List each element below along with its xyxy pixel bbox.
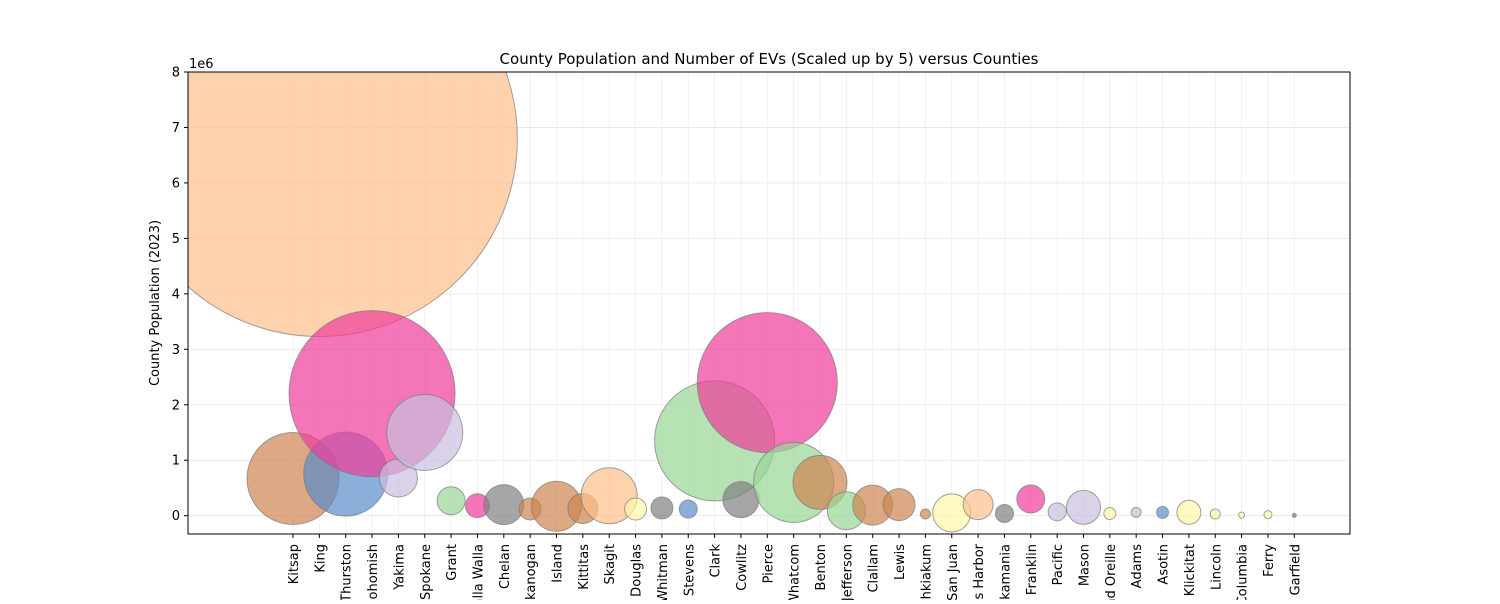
bubble-lincoln: [1209, 508, 1221, 520]
y-tick-label: 0: [172, 509, 180, 524]
bubble-grays-harbor: [962, 489, 994, 521]
bubble-garfield: [1291, 512, 1297, 518]
x-tick-label: Lewis: [893, 544, 908, 580]
y-axis-label: County Population (2023): [148, 220, 163, 386]
bubbles: [188, 72, 1297, 533]
x-tick-label: Island: [551, 544, 566, 583]
x-tick-label: Walla Walla: [471, 544, 486, 600]
x-tick-label: Garfield: [1288, 544, 1303, 595]
y-tick-label: 5: [172, 232, 180, 247]
x-tick-label: San Juan: [946, 544, 961, 600]
x-tick-label: Spokane: [419, 544, 434, 600]
x-tick-label: Wahkiakum: [919, 544, 934, 600]
x-tick-label: Whitman: [656, 544, 671, 600]
bubble-pierce: [696, 312, 838, 454]
bubble-klickitat: [1176, 499, 1202, 525]
x-tick-label: Jefferson: [840, 544, 855, 600]
y-offset-label: 1e6: [189, 57, 214, 72]
bubble-asotin: [1156, 505, 1170, 519]
y-tick-label: 3: [172, 343, 180, 358]
bubble-spokane: [386, 394, 464, 472]
bubble-stevens: [678, 499, 698, 519]
plot-frame: [187, 71, 1351, 535]
bubble-ferry: [1263, 510, 1273, 520]
x-tick-label: Skagit: [603, 544, 618, 584]
x-tick-label: Pacific: [1051, 544, 1066, 585]
x-axis: Kitsap King Thurston Snohomish Yakima Spokane…: [287, 534, 1303, 604]
chart-title: County Population and Number of EVs (Sca…: [500, 50, 1039, 68]
x-tick-label: Ferry: [1262, 544, 1277, 577]
x-tick-label: Thurston: [340, 544, 355, 600]
bubble-skamania: [994, 503, 1014, 523]
x-tick-label: Clallam: [867, 544, 882, 593]
x-tick-label: Pierce: [761, 544, 776, 583]
x-tick-label: Mason: [1078, 544, 1093, 586]
bubble-pend-oreille: [1103, 506, 1117, 520]
bubble-skagit: [580, 467, 638, 525]
bubble-mason: [1066, 489, 1101, 525]
x-tick-label: Franklin: [1025, 544, 1040, 595]
x-tick-label: Whatcom: [788, 544, 803, 600]
x-tick-label: Clark: [709, 544, 724, 578]
x-tick-label: Cowlitz: [735, 544, 750, 591]
y-tick-label: 2: [172, 398, 180, 413]
bubble-pacific: [1047, 502, 1067, 522]
bubble-whitman: [650, 496, 674, 520]
x-tick-label: Columbia: [1236, 544, 1251, 600]
y-tick-label: 8: [172, 66, 180, 81]
bubble-chelan: [483, 484, 525, 526]
x-tick-label: Lincoln: [1209, 544, 1224, 590]
x-tick-label: King: [313, 544, 328, 573]
x-tick-label: Douglas: [630, 544, 645, 597]
y-axis: 0 1 2 3 4 5 6 7 8: [172, 66, 188, 524]
x-tick-label: Grays Harbor: [972, 543, 987, 600]
bubble-franklin: [1016, 484, 1046, 514]
x-tick-label: Adams: [1130, 544, 1145, 589]
x-tick-label: Stevens: [682, 544, 697, 596]
bubble-douglas: [624, 497, 648, 521]
x-tick-label: Snohomish: [366, 544, 381, 600]
bubble-adams: [1130, 506, 1142, 518]
y-tick-label: 1: [172, 454, 180, 469]
x-tick-label: Pend Oreille: [1104, 544, 1119, 600]
bubble-grant: [436, 486, 466, 516]
y-tick-label: 6: [172, 176, 180, 191]
x-tick-label: Benton: [814, 544, 829, 590]
x-tick-label: Asotin: [1157, 544, 1172, 585]
x-tick-label: Kitsap: [287, 544, 302, 584]
bubble-benton: [792, 454, 848, 510]
y-tick-label: 4: [172, 287, 180, 302]
x-tick-label: Chelan: [498, 544, 513, 589]
bubble-lewis: [882, 488, 916, 522]
bubble-wahkiakum: [919, 508, 931, 520]
y-tick-label: 7: [172, 121, 180, 136]
x-tick-label: Okanogan: [524, 544, 539, 600]
x-tick-label: Kittitas: [577, 544, 592, 590]
x-tick-label: Skamania: [998, 544, 1013, 600]
x-tick-label: Yakima: [392, 544, 407, 591]
x-tick-label: Klickitat: [1183, 544, 1198, 596]
bubble-columbia: [1238, 511, 1246, 519]
x-tick-label: Grant: [445, 544, 460, 581]
